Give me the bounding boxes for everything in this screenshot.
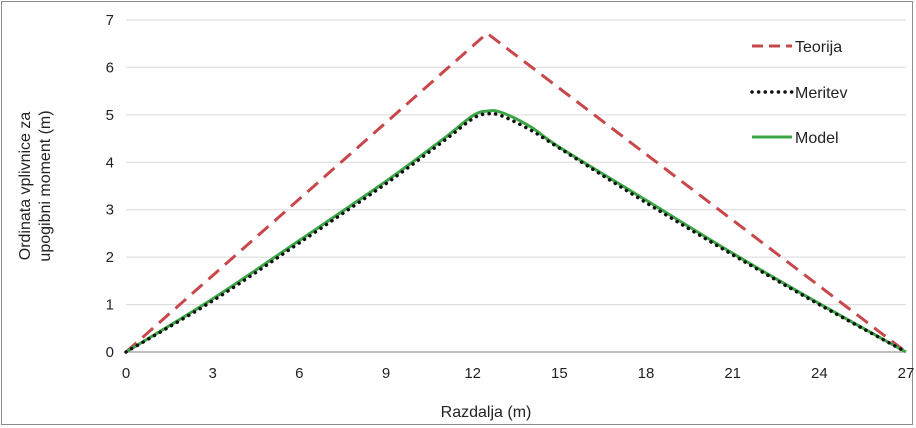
y-axis-label-line-1: Ordinata vplivnice za [17, 112, 34, 261]
y-tick-label-2: 2 [106, 249, 114, 266]
legend-label-teorija: Teorija [795, 39, 842, 56]
x-tick-label-6: 6 [295, 365, 303, 382]
y-tick-label-1: 1 [106, 297, 114, 314]
series-line-model [125, 109, 907, 354]
y-axis-label-line-2: upogibni moment (m) [37, 110, 54, 261]
legend: Teorija Meritev Model [750, 39, 847, 147]
series-line-teorija [125, 31, 907, 354]
x-tick-label-0: 0 [122, 365, 130, 382]
x-tick-label-18: 18 [638, 365, 655, 382]
grid-lines [126, 19, 906, 306]
x-tick-label-24: 24 [811, 365, 828, 382]
legend-label-model: Model [795, 130, 839, 147]
y-tick-labels: 0 1 2 3 4 5 6 7 [106, 12, 114, 361]
x-tick-label-21: 21 [724, 365, 741, 382]
y-tick-label-4: 4 [106, 154, 114, 171]
x-tick-label-9: 9 [382, 365, 390, 382]
x-tick-labels: 0 3 6 9 12 15 18 21 24 27 [122, 365, 915, 382]
x-tick-label-12: 12 [464, 365, 481, 382]
x-tick-label-15: 15 [551, 365, 568, 382]
y-tick-label-7: 7 [106, 12, 114, 29]
series-lines [124, 31, 908, 354]
series-line-meritev [124, 111, 908, 354]
x-axis-label: Razdalja (m) [441, 404, 532, 421]
legend-label-meritev: Meritev [795, 85, 847, 102]
y-tick-label-6: 6 [106, 59, 114, 76]
y-tick-label-5: 5 [106, 107, 114, 124]
y-axis-label: Ordinata vplivnice za upogibni moment (m… [17, 110, 54, 261]
y-tick-label-3: 3 [106, 202, 114, 219]
x-tick-label-27: 27 [898, 365, 915, 382]
y-tick-label-0: 0 [106, 344, 114, 361]
x-tick-label-3: 3 [208, 365, 216, 382]
